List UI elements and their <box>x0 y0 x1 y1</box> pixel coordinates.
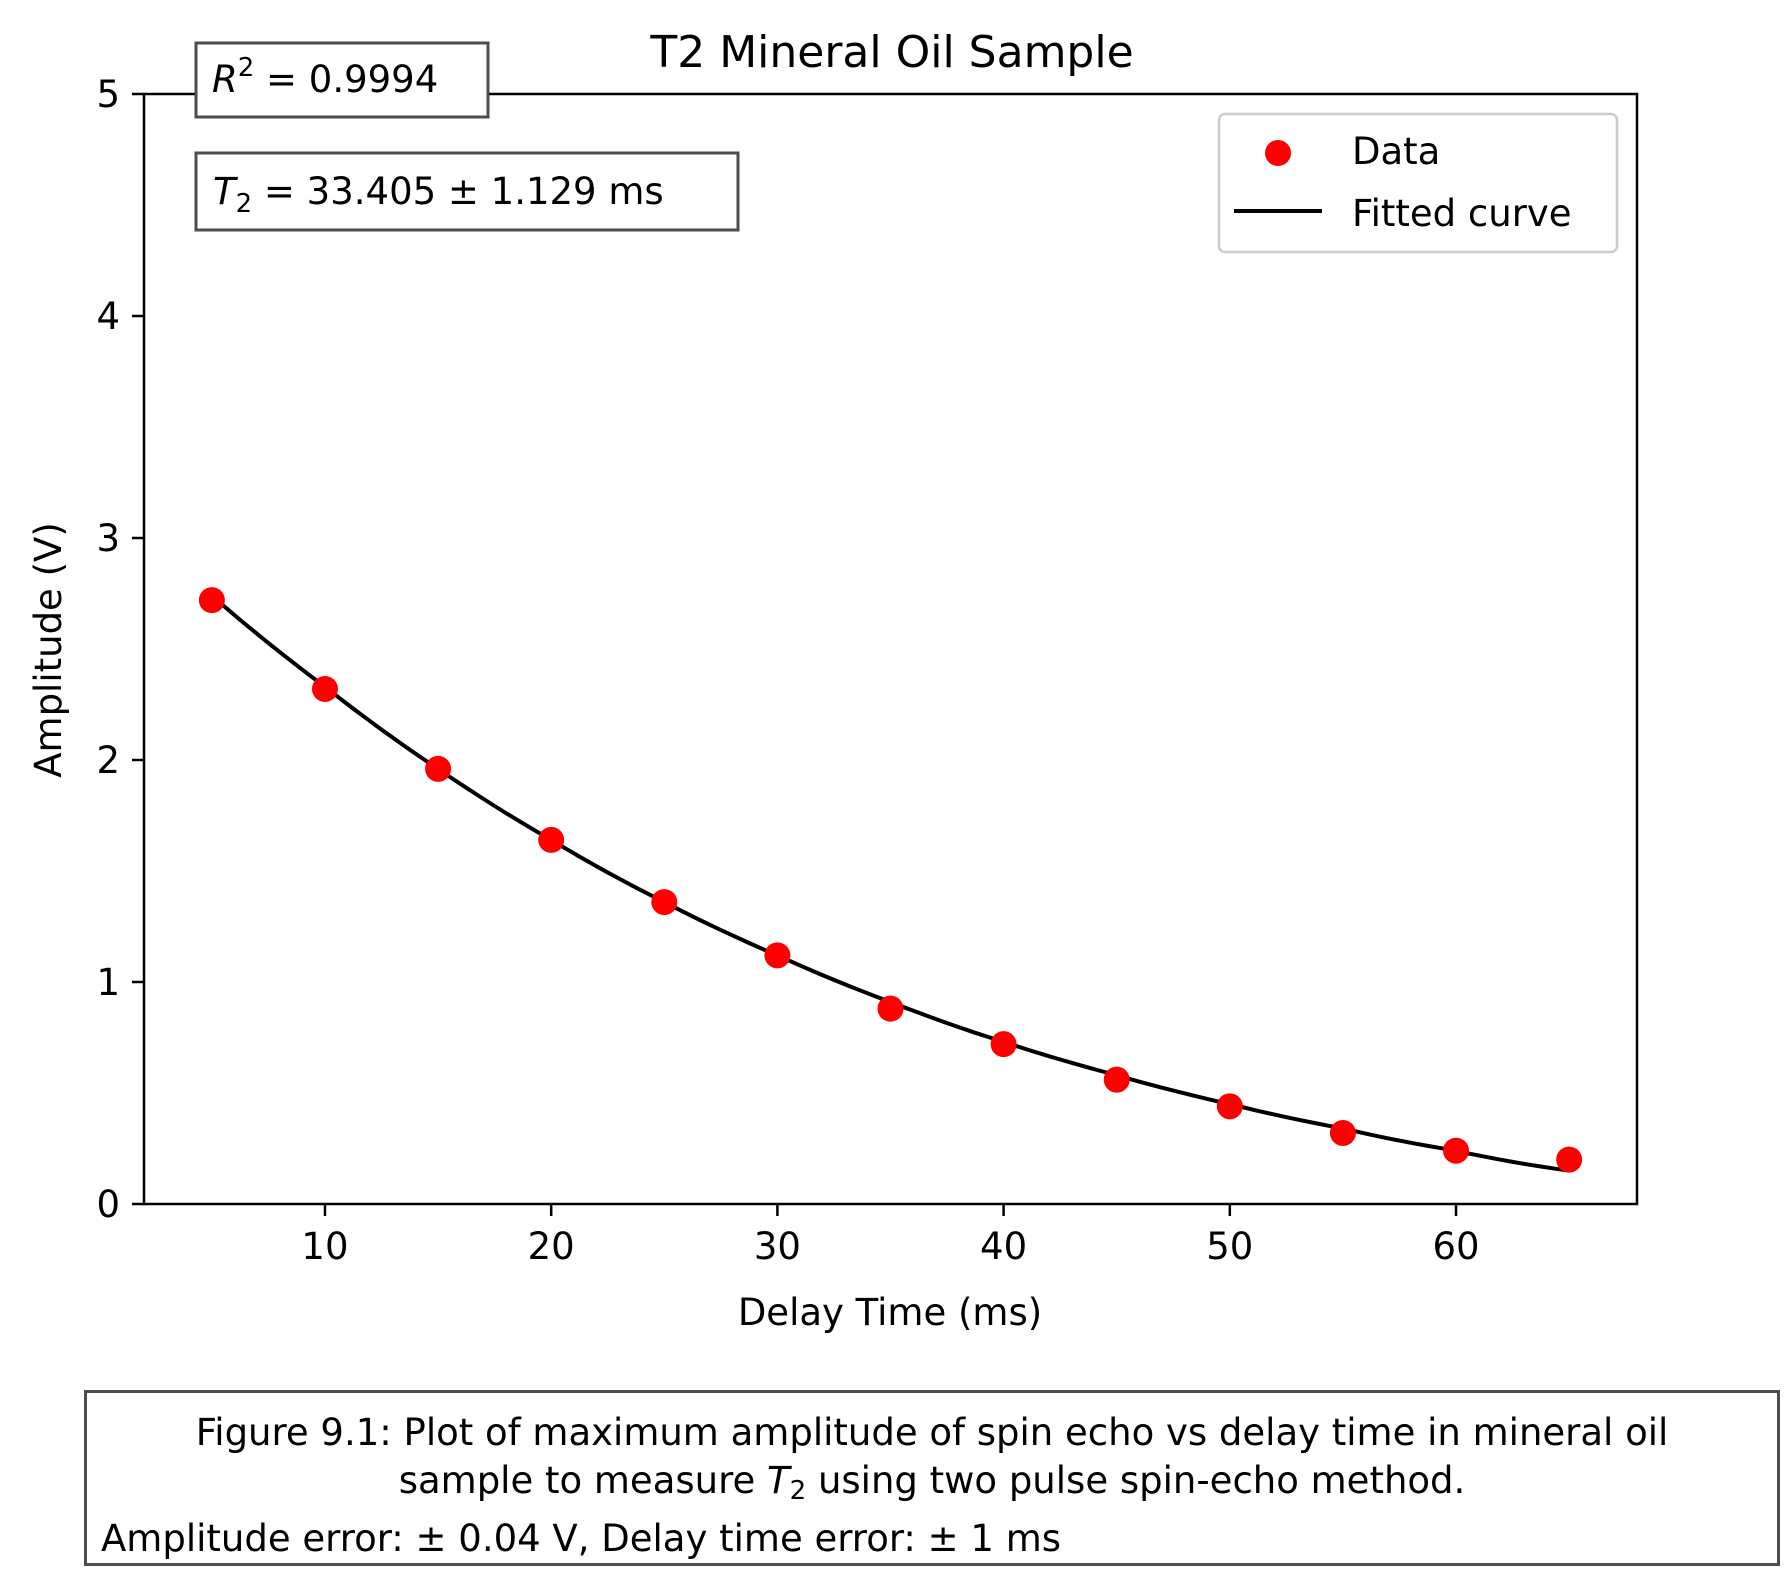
svg-text:R2 = 0.9994: R2 = 0.9994 <box>212 53 438 101</box>
data-point <box>311 675 338 702</box>
r2-superscript: 2 <box>238 53 255 83</box>
caption-line-2-pre: sample to measure <box>398 1459 768 1502</box>
x-axis-label: Delay Time (ms) <box>738 1291 1042 1334</box>
y-axis-ticks: 0 1 2 3 4 5 <box>96 73 144 1226</box>
legend-data-label: Data <box>1352 130 1440 173</box>
y-tick-label: 1 <box>96 961 120 1004</box>
caption-line-3: Amplitude error: ± 0.04 V, Delay time er… <box>101 1517 1062 1560</box>
r-squared-annotation: R2 = 0.9994 <box>194 41 490 119</box>
chart-title: T2 Mineral Oil Sample <box>649 27 1133 78</box>
t2-annotation: T2 = 33.405 ± 1.129 ms <box>194 151 740 232</box>
data-point <box>1556 1146 1583 1173</box>
r2-value: = 0.9994 <box>254 58 438 101</box>
data-point <box>425 755 452 782</box>
y-tick-label: 0 <box>96 1183 120 1226</box>
y-tick-label: 5 <box>96 73 120 116</box>
x-tick-label: 10 <box>301 1225 348 1268</box>
data-point <box>538 826 565 853</box>
caption-line-2-post: using two pulse spin-echo method. <box>806 1459 1466 1502</box>
data-point <box>877 995 904 1022</box>
data-point <box>764 942 791 969</box>
x-tick-label: 50 <box>1206 1225 1253 1268</box>
legend-fit-label: Fitted curve <box>1352 192 1572 235</box>
x-tick-label: 40 <box>980 1225 1027 1268</box>
data-point <box>198 587 225 614</box>
data-point <box>1103 1066 1130 1093</box>
y-tick-label: 4 <box>96 295 120 338</box>
x-axis-ticks: 10 20 30 40 50 60 <box>301 1204 1480 1268</box>
plot-frame <box>142 92 1639 1206</box>
y-axis-label: Amplitude (V) <box>27 522 70 778</box>
legend: Data Fitted curve <box>1217 112 1619 254</box>
y-tick-label: 2 <box>96 739 120 782</box>
svg-text:T2 = 33.405 ± 1.129 ms: T2 = 33.405 ± 1.129 ms <box>213 170 664 219</box>
fitted-curve-line <box>210 594 1570 1173</box>
caption-line-2: sample to measure T2 using two pulse spi… <box>101 1457 1763 1515</box>
figure-caption: Figure 9.1: Plot of maximum amplitude of… <box>84 1390 1780 1566</box>
x-tick-label: 30 <box>754 1225 801 1268</box>
chart: T2 Mineral Oil Sample 10 20 30 40 50 60 0 1 2 3 4… <box>27 27 1639 1334</box>
data-point <box>1216 1093 1243 1120</box>
y-tick-label: 3 <box>96 517 120 560</box>
legend-data-marker <box>1265 140 1291 166</box>
t2-symbol: T <box>213 170 238 213</box>
data-point <box>1329 1119 1356 1146</box>
x-tick-label: 20 <box>528 1225 575 1268</box>
data-point <box>651 889 678 916</box>
plot-area <box>198 587 1583 1173</box>
caption-t2-subscript: 2 <box>789 1476 807 1506</box>
caption-line-1: Figure 9.1: Plot of maximum amplitude of… <box>195 1411 1669 1454</box>
t2-subscript: 2 <box>236 189 253 219</box>
data-point <box>1443 1137 1470 1164</box>
caption-t2-symbol: T <box>767 1459 790 1502</box>
x-tick-label: 60 <box>1432 1225 1479 1268</box>
data-point <box>990 1031 1017 1058</box>
r2-symbol: R <box>212 58 238 101</box>
t2-value: = 33.405 ± 1.129 ms <box>252 170 664 213</box>
